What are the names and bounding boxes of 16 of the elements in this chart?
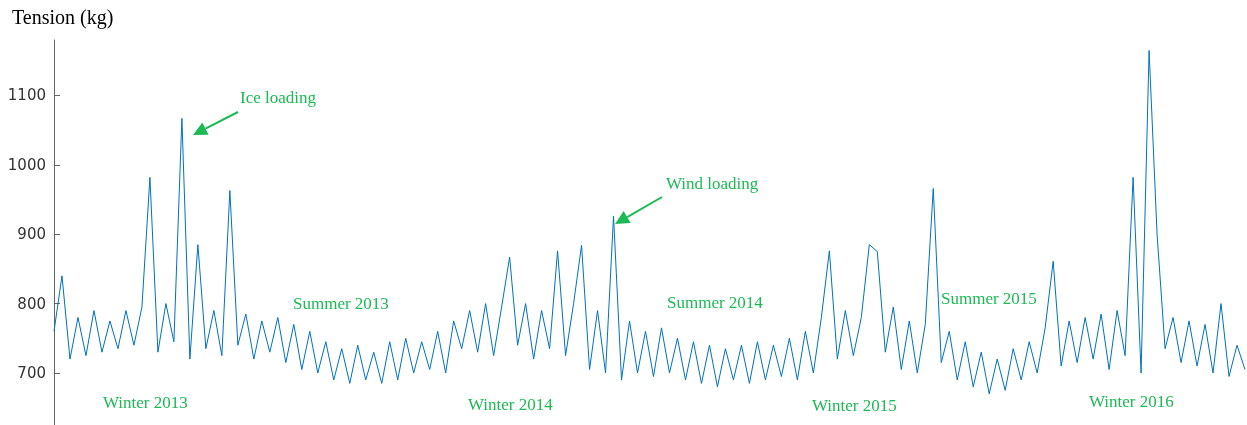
annotation: Winter 2013 [103,393,188,412]
y-tick-label: 800 [17,294,46,313]
annotation: Summer 2014 [667,293,764,312]
y-tick-label: 700 [17,363,46,382]
annotation: Winter 2014 [468,395,554,414]
annotation: Winter 2016 [1089,392,1174,411]
annotation: Summer 2013 [293,294,389,313]
annotation: Summer 2015 [941,289,1037,308]
annotation: Ice loading [240,88,317,107]
y-tick-label: 900 [17,225,46,244]
y-tick-label: 1000 [7,155,46,174]
y-tick-label: 1100 [7,86,46,105]
annotation: Winter 2015 [812,396,897,415]
annotation: Wind loading [666,174,759,193]
line-series [53,49,1246,395]
y-axis-title: Tension (kg) [12,6,114,29]
